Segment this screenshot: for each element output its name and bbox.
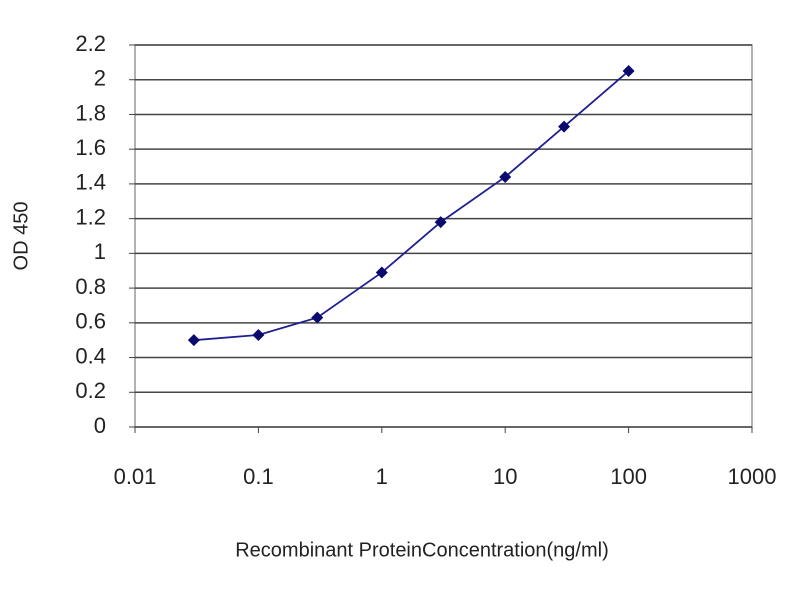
y-axis-label: OD 450	[10, 202, 32, 271]
x-tick-label: 1000	[728, 464, 777, 489]
y-tick-label: 1.4	[75, 170, 106, 195]
x-tick-label: 100	[610, 464, 647, 489]
x-axis-label: Recombinant ProteinConcentration(ng/ml)	[235, 539, 609, 561]
y-tick-label: 0	[94, 413, 106, 438]
y-tick-label: 0.4	[75, 343, 106, 368]
data-point	[499, 170, 512, 183]
data-point	[187, 334, 200, 347]
x-tick-label: 0.01	[114, 464, 157, 489]
data-point	[252, 328, 265, 341]
y-tick-label: 1.2	[75, 204, 106, 229]
x-tick-label: 10	[493, 464, 517, 489]
y-tick-label: 1	[94, 239, 106, 264]
y-tick-label: 0.6	[75, 309, 106, 334]
x-tick-label: 0.1	[243, 464, 274, 489]
data-line	[193, 70, 630, 342]
data-point	[375, 266, 388, 279]
plot-area	[134, 44, 753, 428]
y-tick-label: 0.8	[75, 274, 106, 299]
y-tick-label: 2	[94, 66, 106, 91]
y-tick-label: 1.8	[75, 100, 106, 125]
data-point	[311, 311, 324, 324]
y-tick-label: 0.2	[75, 378, 106, 403]
data-point	[622, 65, 635, 78]
data-point	[558, 120, 571, 133]
y-tick-label: 1.6	[75, 135, 106, 160]
data-point	[434, 216, 447, 229]
y-tick-label: 2.2	[75, 31, 106, 56]
x-tick-label: 1	[376, 464, 388, 489]
